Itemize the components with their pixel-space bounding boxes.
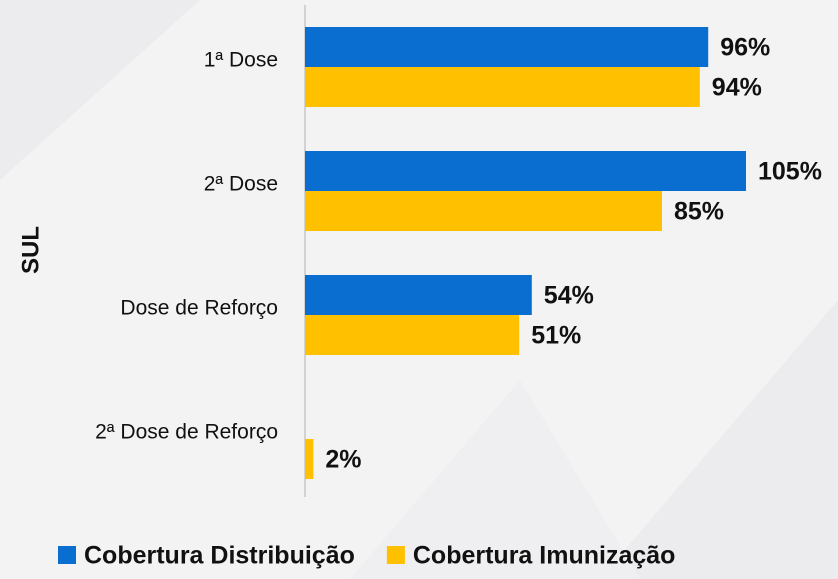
bar — [305, 67, 700, 107]
value-label: 51% — [531, 322, 581, 350]
bar — [305, 151, 746, 191]
bar — [305, 191, 662, 231]
bar — [305, 27, 709, 67]
background-shape — [350, 380, 640, 579]
value-label: 54% — [544, 282, 594, 310]
value-label: 85% — [674, 198, 724, 226]
legend-label: Cobertura Distribuição — [84, 542, 355, 570]
axis-label: SUL — [17, 226, 44, 274]
value-label: 96% — [720, 34, 770, 62]
category-label: 2ª Dose — [204, 173, 278, 196]
legend-label: Cobertura Imunização — [413, 542, 676, 570]
category-label: Dose de Reforço — [120, 297, 278, 320]
category-label: 2ª Dose de Reforço — [95, 421, 278, 444]
background-shape — [600, 300, 838, 579]
value-label: 2% — [325, 446, 361, 474]
legend-swatch — [386, 546, 405, 564]
bar — [305, 439, 314, 479]
background-shape — [0, 0, 200, 180]
category-label: 1ª Dose — [204, 49, 278, 72]
value-label: 94% — [712, 74, 762, 102]
value-label: 105% — [758, 158, 822, 186]
legend-swatch — [58, 546, 76, 564]
bar — [305, 275, 532, 315]
bar — [305, 315, 520, 355]
